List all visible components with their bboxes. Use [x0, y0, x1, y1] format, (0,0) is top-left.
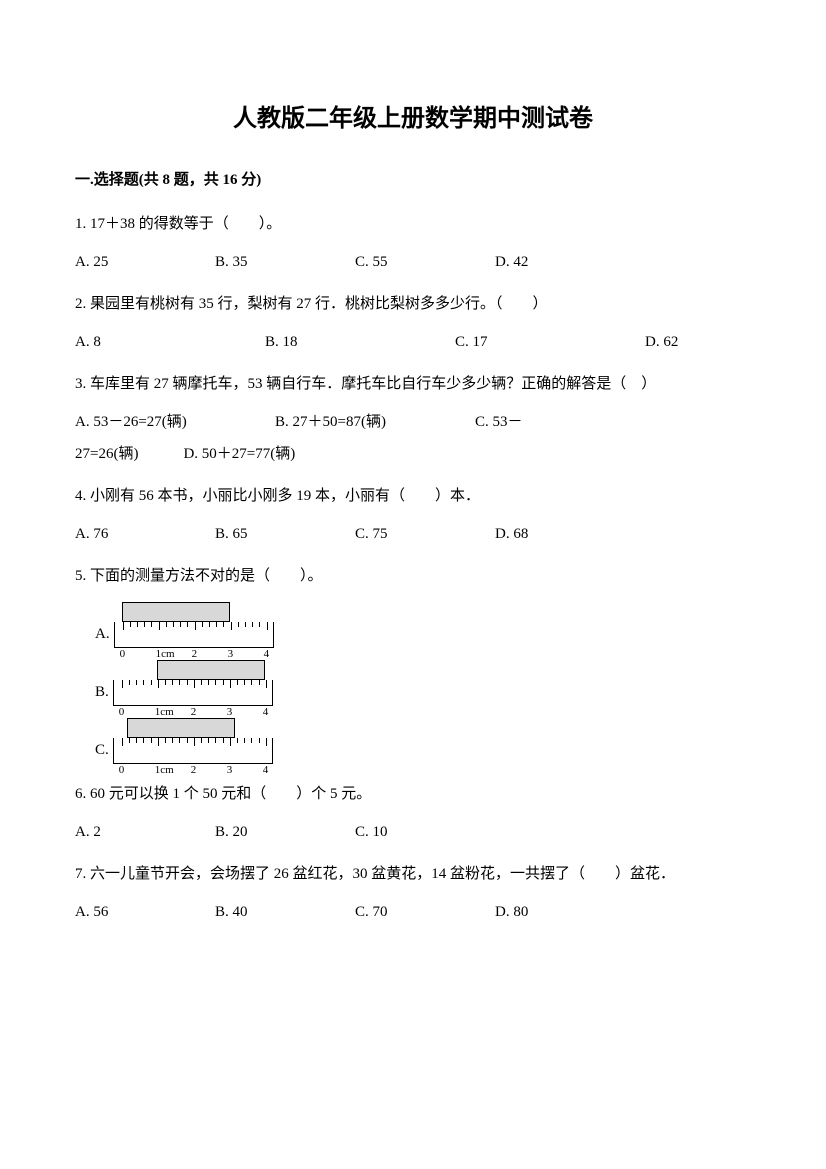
- ruler-figure-b: 01cm234: [113, 660, 273, 706]
- q3-option-a: A. 53－26=27(辆): [75, 410, 275, 434]
- q5-option-c-label: C.: [95, 738, 109, 764]
- question-2-options: A. 8 B. 18 C. 17 D. 62: [75, 330, 751, 354]
- q5-option-a-label: A.: [95, 622, 110, 648]
- question-5: 5. 下面的测量方法不对的是（ ）。 A. 01cm234 B. 01cm234…: [75, 564, 751, 764]
- question-7-options: A. 56 B. 40 C. 70 D. 80: [75, 900, 751, 924]
- question-3: 3. 车库里有 27 辆摩托车，53 辆自行车．摩托车比自行车少多少辆？正确的解…: [75, 372, 751, 466]
- q4-option-d: D. 68: [495, 522, 528, 546]
- question-3-options-line2: 27=26(辆) D. 50＋27=77(辆): [75, 442, 751, 466]
- q1-option-d: D. 42: [495, 250, 528, 274]
- q5-option-b: B. 01cm234: [75, 660, 751, 706]
- q5-option-b-label: B.: [95, 680, 109, 706]
- q7-option-c: C. 70: [355, 900, 495, 924]
- q4-option-b: B. 65: [215, 522, 355, 546]
- q1-option-a: A. 25: [75, 250, 215, 274]
- q7-option-b: B. 40: [215, 900, 355, 924]
- q2-option-b: B. 18: [265, 330, 455, 354]
- q5-option-c: C. 01cm234: [75, 718, 751, 764]
- ruler-figure-c: 01cm234: [113, 718, 273, 764]
- q6-option-a: A. 2: [75, 820, 215, 844]
- q1-option-c: C. 55: [355, 250, 495, 274]
- q7-option-a: A. 56: [75, 900, 215, 924]
- question-2-text: 2. 果园里有桃树有 35 行，梨树有 27 行．桃树比梨树多多少行。（ ）: [75, 292, 751, 316]
- q5-option-a: A. 01cm234: [75, 602, 751, 648]
- q3-option-c-part1: C. 53－: [475, 410, 523, 434]
- question-4-options: A. 76 B. 65 C. 75 D. 68: [75, 522, 751, 546]
- question-2: 2. 果园里有桃树有 35 行，梨树有 27 行．桃树比梨树多多少行。（ ） A…: [75, 292, 751, 354]
- question-3-text: 3. 车库里有 27 辆摩托车，53 辆自行车．摩托车比自行车少多少辆？正确的解…: [75, 372, 751, 396]
- ruler-figure-a: 01cm234: [114, 602, 274, 648]
- q7-option-d: D. 80: [495, 900, 528, 924]
- q4-option-a: A. 76: [75, 522, 215, 546]
- question-6-options: A. 2 B. 20 C. 10: [75, 820, 751, 844]
- q6-option-b: B. 20: [215, 820, 355, 844]
- question-4-text: 4. 小刚有 56 本书，小丽比小刚多 19 本，小丽有（ ）本．: [75, 484, 751, 508]
- q6-option-c: C. 10: [355, 820, 388, 844]
- q2-option-d: D. 62: [645, 330, 678, 354]
- q1-option-b: B. 35: [215, 250, 355, 274]
- question-6-text: 6. 60 元可以换 1 个 50 元和（ ）个 5 元。: [75, 782, 751, 806]
- question-1-text: 1. 17＋38 的得数等于（ ）。: [75, 212, 751, 236]
- question-5-text: 5. 下面的测量方法不对的是（ ）。: [75, 564, 751, 588]
- question-1: 1. 17＋38 的得数等于（ ）。 A. 25 B. 35 C. 55 D. …: [75, 212, 751, 274]
- q2-option-c: C. 17: [455, 330, 645, 354]
- q3-option-b: B. 27＋50=87(辆): [275, 410, 475, 434]
- question-3-options-line1: A. 53－26=27(辆) B. 27＋50=87(辆) C. 53－: [75, 410, 751, 434]
- q2-option-a: A. 8: [75, 330, 265, 354]
- question-7-text: 7. 六一儿童节开会，会场摆了 26 盆红花，30 盆黄花，14 盆粉花，一共摆…: [75, 862, 751, 886]
- question-4: 4. 小刚有 56 本书，小丽比小刚多 19 本，小丽有（ ）本． A. 76 …: [75, 484, 751, 546]
- section-header-1: 一.选择题(共 8 题，共 16 分): [75, 168, 751, 192]
- q4-option-c: C. 75: [355, 522, 495, 546]
- question-1-options: A. 25 B. 35 C. 55 D. 42: [75, 250, 751, 274]
- page-title: 人教版二年级上册数学期中测试卷: [75, 100, 751, 138]
- question-6: 6. 60 元可以换 1 个 50 元和（ ）个 5 元。 A. 2 B. 20…: [75, 782, 751, 844]
- question-7: 7. 六一儿童节开会，会场摆了 26 盆红花，30 盆黄花，14 盆粉花，一共摆…: [75, 862, 751, 924]
